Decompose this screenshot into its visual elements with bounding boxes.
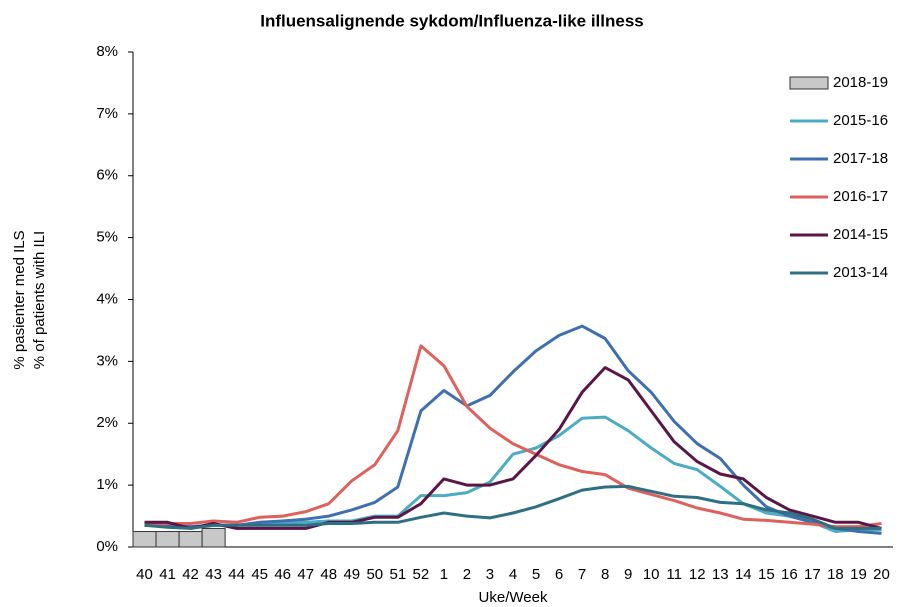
x-tick-label: 7 bbox=[578, 566, 586, 583]
y-tick-label: 5% bbox=[96, 229, 118, 246]
bar bbox=[155, 531, 180, 548]
y-axis-title: % pasienter med ILS bbox=[11, 230, 28, 369]
line bbox=[144, 366, 882, 530]
x-tick-label: 4 bbox=[509, 566, 517, 583]
bar bbox=[132, 531, 157, 548]
x-tick-label: 43 bbox=[205, 566, 222, 583]
x-tick-label: 12 bbox=[689, 566, 706, 583]
x-tick-label: 5 bbox=[532, 566, 540, 583]
bar bbox=[178, 531, 203, 548]
x-tick-label: 49 bbox=[343, 566, 360, 583]
y-tick-label: 6% bbox=[96, 167, 118, 184]
x-tick-label: 51 bbox=[390, 566, 407, 583]
y-tick-label: 2% bbox=[96, 414, 118, 431]
x-axis-title: Uke/Week bbox=[479, 589, 548, 606]
x-tick-label: 17 bbox=[804, 566, 821, 583]
x-tick-label: 3 bbox=[486, 566, 494, 583]
x-tick-label: 19 bbox=[850, 566, 867, 583]
x-tick-label: 10 bbox=[643, 566, 660, 583]
x-tick-label: 46 bbox=[274, 566, 291, 583]
legend-label: 2013-14 bbox=[833, 264, 888, 281]
y-axis-title: % of patients with ILI bbox=[31, 231, 48, 369]
y-tick-label: 4% bbox=[96, 290, 118, 307]
x-tick-label: 18 bbox=[827, 566, 844, 583]
x-tick-label: 9 bbox=[624, 566, 632, 583]
legend-swatch bbox=[789, 76, 829, 90]
y-tick-label: 7% bbox=[96, 105, 118, 122]
x-tick-label: 8 bbox=[601, 566, 609, 583]
x-tick-label: 44 bbox=[228, 566, 245, 583]
x-tick-label: 11 bbox=[666, 566, 682, 583]
line bbox=[144, 344, 882, 529]
bar bbox=[201, 527, 226, 548]
x-tick-label: 47 bbox=[297, 566, 314, 583]
x-tick-label: 48 bbox=[320, 566, 337, 583]
legend-label: 2018-19 bbox=[833, 74, 888, 91]
x-tick-label: 40 bbox=[136, 566, 153, 583]
chart-title: Influensalignende sykdom/Influenza-like … bbox=[260, 11, 644, 30]
y-tick-label: 8% bbox=[96, 43, 118, 60]
legend-label: 2017-18 bbox=[833, 150, 888, 167]
x-tick-label: 16 bbox=[781, 566, 798, 583]
y-tick-label: 0% bbox=[96, 538, 118, 555]
x-tick-label: 41 bbox=[159, 566, 176, 583]
x-tick-label: 13 bbox=[712, 566, 729, 583]
x-tick-label: 15 bbox=[758, 566, 775, 583]
x-tick-label: 45 bbox=[251, 566, 268, 583]
legend-label: 2016-17 bbox=[833, 188, 888, 205]
x-tick-label: 42 bbox=[182, 566, 199, 583]
legend-label: 2015-16 bbox=[833, 112, 888, 129]
line bbox=[144, 484, 882, 530]
line bbox=[144, 324, 882, 535]
x-tick-label: 50 bbox=[366, 566, 383, 583]
x-tick-label: 14 bbox=[735, 566, 752, 583]
y-tick-label: 1% bbox=[96, 476, 118, 493]
legend-label: 2014-15 bbox=[833, 226, 888, 243]
x-tick-label: 20 bbox=[873, 566, 890, 583]
x-tick-label: 52 bbox=[413, 566, 430, 583]
x-tick-label: 2 bbox=[463, 566, 471, 583]
y-tick-label: 3% bbox=[96, 352, 118, 369]
x-tick-label: 6 bbox=[555, 566, 563, 583]
x-tick-label: 1 bbox=[440, 566, 448, 583]
